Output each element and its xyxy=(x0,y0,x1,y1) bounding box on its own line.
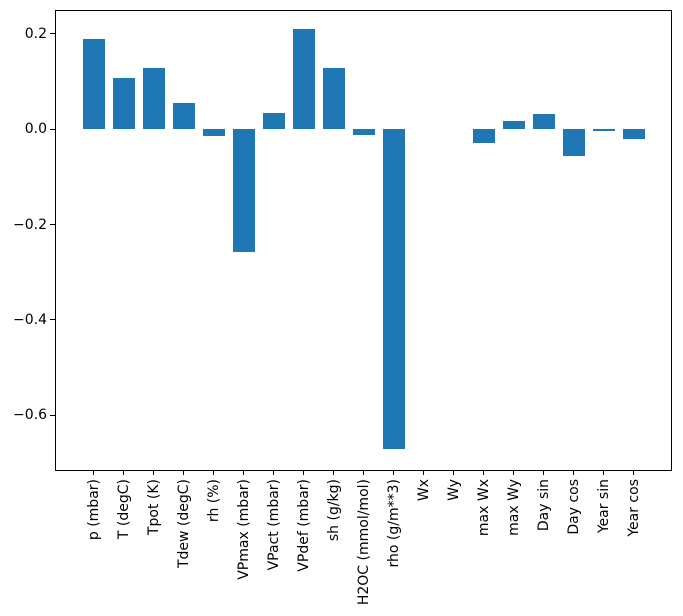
x-tick-mark xyxy=(603,471,604,475)
bar xyxy=(322,67,345,130)
x-tick-label: rho (g/m**3) xyxy=(385,479,402,568)
x-tick-label: VPdef (mbar) xyxy=(295,479,312,572)
x-tick-label: Wy xyxy=(445,479,462,501)
x-tick-mark xyxy=(543,471,544,475)
bar xyxy=(202,129,225,137)
x-tick-mark xyxy=(393,471,394,475)
x-tick-mark xyxy=(153,471,154,475)
x-tick-mark xyxy=(513,471,514,475)
bar xyxy=(262,112,285,130)
x-tick-label: T (degC) xyxy=(115,479,132,540)
y-tick-label: 0.2 xyxy=(24,25,47,42)
x-tick-label: Tdew (degC) xyxy=(175,479,192,569)
bar xyxy=(502,121,525,130)
bar xyxy=(352,129,375,135)
x-tick-mark xyxy=(243,471,244,475)
x-tick-mark xyxy=(273,471,274,475)
x-tick-label: VPmax (mbar) xyxy=(235,479,252,580)
x-tick-label: rh (%) xyxy=(205,479,222,523)
x-tick-label: Wx xyxy=(415,479,432,502)
x-tick-mark xyxy=(183,471,184,475)
bar xyxy=(622,129,645,140)
x-tick-mark xyxy=(453,471,454,475)
y-tick-label: −0.4 xyxy=(13,311,47,328)
y-tick-label: 0.0 xyxy=(24,121,47,138)
x-tick-label: Year cos xyxy=(625,479,642,537)
bar xyxy=(382,129,405,450)
x-tick-mark xyxy=(483,471,484,475)
bar xyxy=(232,129,255,252)
x-tick-label: p (mbar) xyxy=(85,479,102,541)
x-tick-mark xyxy=(93,471,94,475)
y-tick-mark xyxy=(50,414,55,416)
bar xyxy=(292,29,315,130)
y-tick-mark xyxy=(50,33,55,35)
y-tick-mark xyxy=(50,128,55,130)
bar xyxy=(562,129,585,156)
y-tick-mark xyxy=(50,319,55,321)
x-tick-mark xyxy=(573,471,574,475)
y-tick-mark xyxy=(50,224,55,226)
x-tick-mark xyxy=(363,471,364,475)
x-tick-mark xyxy=(123,471,124,475)
x-tick-mark xyxy=(633,471,634,475)
x-tick-label: Day sin xyxy=(535,479,552,532)
x-tick-mark xyxy=(303,471,304,475)
bar xyxy=(142,68,165,130)
bar xyxy=(592,129,615,131)
bar xyxy=(532,113,555,130)
x-tick-label: H2OC (mmol/mol) xyxy=(355,479,372,606)
x-tick-label: Day cos xyxy=(565,479,582,535)
bar xyxy=(112,77,135,130)
bar xyxy=(172,102,195,130)
bar xyxy=(82,38,105,130)
x-tick-mark xyxy=(423,471,424,475)
x-tick-label: max Wy xyxy=(505,479,522,536)
x-tick-mark xyxy=(333,471,334,475)
bar xyxy=(472,129,495,144)
x-tick-mark xyxy=(213,471,214,475)
x-tick-label: VPact (mbar) xyxy=(265,479,282,571)
x-tick-label: Tpot (K) xyxy=(145,479,162,536)
x-tick-label: Year sin xyxy=(595,479,612,534)
y-tick-label: −0.2 xyxy=(13,216,47,233)
x-tick-label: sh (g/kg) xyxy=(325,479,342,542)
y-tick-label: −0.6 xyxy=(13,407,47,424)
x-tick-label: max Wx xyxy=(475,479,492,537)
